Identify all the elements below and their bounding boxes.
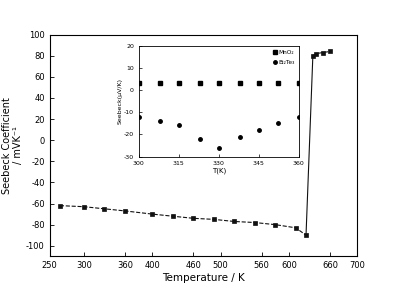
Y-axis label: Seebeck Coefficient
/ mVK⁻¹: Seebeck Coefficient / mVK⁻¹ — [2, 97, 23, 194]
MnO₂ — [275, 82, 280, 85]
Bi₂Te₃ — [158, 119, 162, 123]
Bi₂Te₃ — [216, 146, 221, 149]
MnO₂ — [198, 82, 202, 85]
X-axis label: Temperature / K: Temperature / K — [162, 273, 245, 283]
MnO₂ — [177, 82, 181, 85]
Bi₂Te₃ — [198, 137, 202, 141]
MnO₂ — [137, 82, 141, 85]
MnO₂ — [238, 82, 243, 85]
Legend: MnO₂, Bi₂Te₃: MnO₂, Bi₂Te₃ — [271, 49, 296, 66]
MnO₂ — [216, 82, 221, 85]
Line: MnO₂: MnO₂ — [137, 82, 301, 85]
Bi₂Te₃ — [256, 128, 261, 132]
Bi₂Te₃ — [297, 115, 301, 118]
Line: Bi₂Te₃: Bi₂Te₃ — [137, 115, 301, 149]
MnO₂ — [158, 82, 162, 85]
Bi₂Te₃ — [275, 122, 280, 125]
Bi₂Te₃ — [177, 124, 181, 127]
Y-axis label: Seebeck(μV/K): Seebeck(μV/K) — [118, 78, 123, 124]
X-axis label: T(K): T(K) — [212, 168, 226, 174]
MnO₂ — [256, 82, 261, 85]
MnO₂ — [297, 82, 301, 85]
Bi₂Te₃ — [238, 135, 243, 138]
Bi₂Te₃ — [137, 115, 141, 118]
